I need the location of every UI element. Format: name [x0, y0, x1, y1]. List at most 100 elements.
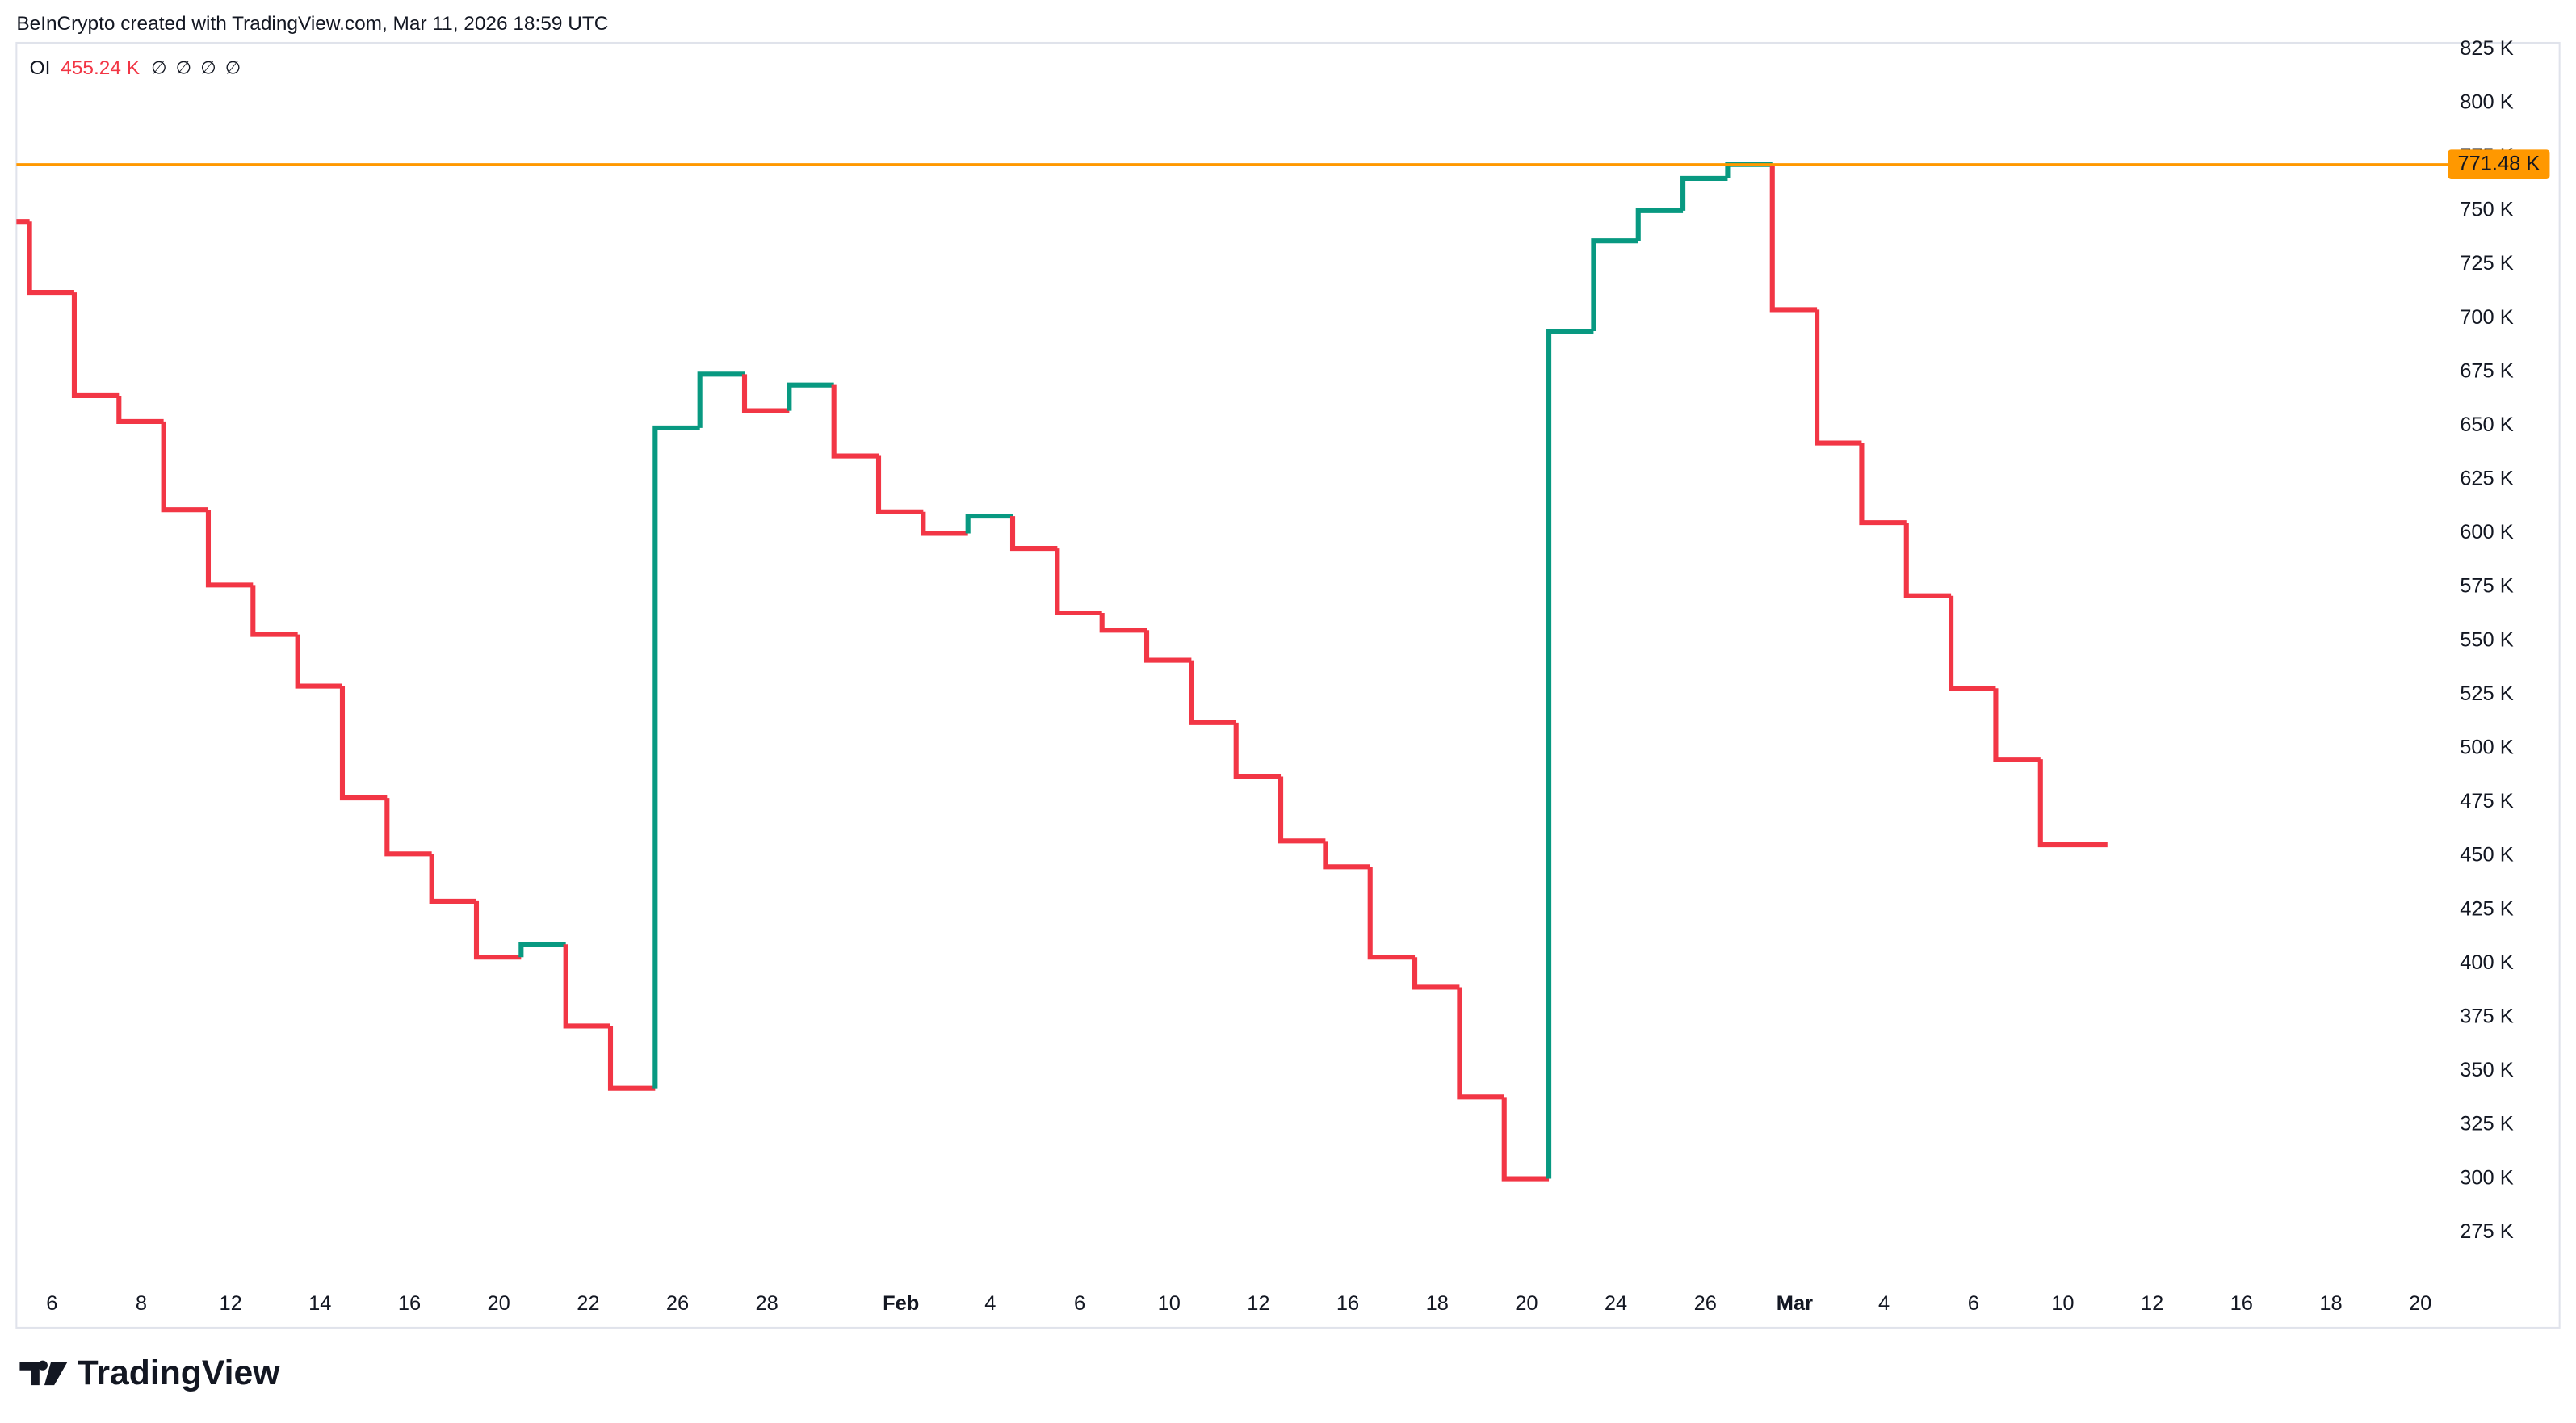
price-tag-label: 771.48 K [2457, 152, 2540, 174]
brand: TradingView [78, 1354, 281, 1392]
step-segment [1457, 987, 1504, 1100]
legend-indicator: ∅ [200, 57, 216, 78]
x-tick-label: 18 [2319, 1292, 2342, 1315]
step-segment [473, 900, 522, 960]
step-segment [831, 384, 879, 459]
x-tick-label: 20 [488, 1292, 510, 1315]
step-segment [921, 511, 968, 536]
y-tick-label: 325 K [2460, 1113, 2513, 1135]
x-tick-label: 12 [1247, 1292, 1269, 1315]
logo-mark [19, 1360, 68, 1386]
step-segment [607, 1026, 656, 1091]
step-segment [1815, 309, 1862, 446]
step-segment [1546, 329, 1594, 1179]
y-tick-label: 725 K [2460, 252, 2513, 275]
y-tick-label: 700 K [2460, 306, 2513, 329]
step-segment [652, 425, 700, 1089]
x-tick-label: 20 [2409, 1292, 2431, 1315]
step-segment [429, 854, 476, 904]
step-segment [250, 585, 298, 637]
x-tick-label: 16 [1336, 1292, 1359, 1315]
x-tick-label: 4 [984, 1292, 996, 1315]
x-tick-label: 26 [666, 1292, 689, 1315]
x-tick-label: 16 [2230, 1292, 2253, 1315]
legend-indicator: ∅ [225, 57, 241, 78]
x-tick-label: 22 [577, 1292, 599, 1315]
y-tick-label: 300 K [2460, 1166, 2513, 1189]
x-tick-label: 10 [1158, 1292, 1181, 1315]
step-segment [1635, 208, 1684, 241]
x-tick-label: 6 [46, 1292, 57, 1315]
y-tick-label: 275 K [2460, 1220, 2513, 1243]
x-tick-label: 4 [1878, 1292, 1890, 1315]
y-tick-label: 500 K [2460, 737, 2513, 759]
x-tick-label: 6 [1074, 1292, 1085, 1315]
step-segment [1769, 164, 1818, 313]
step-segment [116, 395, 164, 424]
step-segment [697, 371, 745, 428]
x-tick-label: 8 [136, 1292, 147, 1315]
plot-area [16, 162, 2108, 1182]
step-segment [1680, 175, 1728, 211]
step-segment [1233, 722, 1282, 779]
legend-indicator: ∅ [176, 57, 191, 78]
x-tick-label: 26 [1694, 1292, 1717, 1315]
step-segment [27, 221, 74, 296]
y-tick-label: 675 K [2460, 359, 2513, 382]
x-tick-label: Mar [1777, 1292, 1813, 1315]
x-tick-label: 6 [1968, 1292, 1979, 1315]
step-segment [1099, 612, 1147, 633]
logo: TradingView [19, 1354, 280, 1392]
y-tick-label: 625 K [2460, 468, 2513, 490]
step-segment [1143, 630, 1192, 663]
step-segment [518, 942, 566, 958]
step-segment [384, 798, 432, 857]
step-segment [1009, 516, 1058, 552]
y-tick-label: 525 K [2460, 682, 2513, 705]
step-segment [1055, 548, 1102, 616]
x-tick-label: 18 [1426, 1292, 1449, 1315]
step-segment [1993, 688, 2041, 762]
chart-frame [15, 41, 2561, 1329]
x-tick-label: 24 [1605, 1292, 1627, 1315]
price-tag [2448, 149, 2550, 179]
step-segment [1591, 238, 1638, 332]
y-tick-label: 425 K [2460, 897, 2513, 920]
y-tick-label: 750 K [2460, 199, 2513, 221]
legend-value: 455.24 K [61, 57, 140, 79]
legend-indicator: ∅ [151, 57, 166, 78]
step-segment [1859, 443, 1907, 526]
step-segment [1367, 867, 1416, 960]
y-tick-label: 600 K [2460, 521, 2513, 544]
x-tick-label: 10 [2051, 1292, 2074, 1315]
step-segment [1278, 776, 1326, 844]
step-segment [787, 382, 834, 411]
y-tick-label: 350 K [2460, 1059, 2513, 1081]
step-segment [1903, 523, 1952, 598]
step-segment [295, 634, 342, 689]
step-segment [1725, 162, 1773, 178]
x-tick-label: 12 [2141, 1292, 2163, 1315]
y-tick-label: 575 K [2460, 575, 2513, 598]
y-tick-label: 825 K [2460, 37, 2513, 60]
x-tick-label: Feb [883, 1292, 919, 1315]
step-segment [965, 514, 1013, 534]
legend-name: OI [30, 57, 51, 79]
x-tick-label: 16 [398, 1292, 421, 1315]
y-tick-label: 450 K [2460, 844, 2513, 867]
x-tick-label: 20 [1515, 1292, 1538, 1315]
step-segment [875, 455, 924, 514]
step-segment [339, 686, 388, 801]
y-tick-label: 800 K [2460, 90, 2513, 113]
y-tick-label: 550 K [2460, 628, 2513, 651]
step-segment [2037, 759, 2108, 848]
step-segment [1189, 660, 1236, 725]
step-segment [205, 510, 254, 588]
header: BeInCrypto created with TradingView.com,… [16, 13, 608, 35]
step-segment [741, 374, 790, 413]
step-segment [161, 421, 208, 513]
step-segment [1501, 1097, 1550, 1182]
x-tick-label: 12 [219, 1292, 241, 1315]
step-segment [563, 944, 610, 1029]
